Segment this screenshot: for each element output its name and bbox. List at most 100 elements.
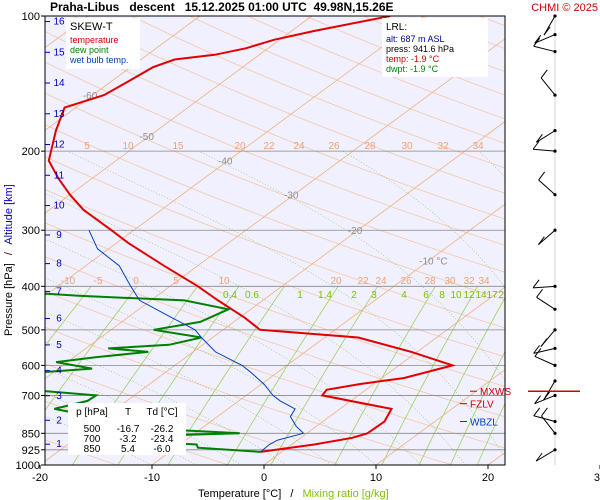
adiabat-label: -5	[94, 276, 103, 287]
wind-barb	[534, 393, 557, 405]
dry-adiabat-line	[537, 16, 600, 465]
lrl-line: temp: -1.9 °C	[386, 54, 440, 64]
isotherm-line	[151, 203, 505, 465]
adiabat-label: 24	[293, 141, 305, 152]
temperature-line	[47, 16, 457, 453]
wind-barb-feather	[543, 391, 551, 401]
wind-barb-staff	[540, 77, 556, 96]
temperature-tick-label: 30	[594, 472, 600, 484]
lrl-line: alt: 687 m ASL	[386, 34, 445, 44]
mixing-ratio-label: 17	[486, 290, 498, 301]
isotherm-label: -50	[139, 132, 154, 143]
adiabat-label: 10	[122, 141, 134, 152]
altitude-tick-label: 5	[56, 340, 62, 351]
mixing-ratio-label: 2	[351, 290, 357, 301]
adiabat-label: 0	[133, 276, 139, 287]
y-axis-label-line: Pressure [hPa] / Altitude [km]	[3, 184, 15, 336]
altitude-tick-label: 8	[56, 259, 62, 270]
wind-barb-staff	[533, 285, 556, 289]
dry-adiabat-line	[45, 30, 505, 220]
altitude-tick-label: 9	[56, 230, 62, 241]
adiabat-label: 34	[478, 276, 490, 287]
copyright: CHMI © 2025	[531, 2, 598, 14]
chart-title: Praha-Libus descent 15.12.2025 01:00 UTC…	[50, 0, 394, 14]
moist-adiabat-line	[45, 238, 422, 465]
adiabat-label: 22	[263, 141, 275, 152]
mixing-ratio-label: 1	[297, 290, 303, 301]
lrl-line: press: 941.6 hPa	[386, 44, 454, 54]
table-cell: -6.0	[153, 444, 171, 455]
table-cell: 5.4	[121, 444, 135, 455]
adiabat-label: 22	[357, 276, 369, 287]
wind-barb-staff	[536, 130, 556, 143]
mixing-ratio-label: 4	[401, 290, 407, 301]
moist-adiabat-line	[45, 368, 242, 465]
wind-barb	[543, 14, 557, 36]
wind-barb-feather	[533, 407, 541, 417]
wind-barb-feather	[537, 236, 545, 245]
adiabat-label: 30	[401, 141, 413, 152]
wind-barb-staff	[536, 296, 556, 310]
wind-barb	[532, 140, 557, 153]
pressure-tick-label: 500	[22, 325, 40, 337]
wind-barb	[540, 328, 557, 348]
table-header: p [hPa]	[76, 407, 108, 418]
altitude-tick-label: 10	[53, 201, 65, 212]
adiabat-label: 10	[218, 276, 230, 287]
wind-barb-staff	[541, 415, 556, 434]
table-cell: 850	[84, 444, 101, 455]
wind-barb-staff	[535, 449, 556, 462]
wind-barb-feather	[534, 348, 542, 357]
isotherm-label: -10 °C	[419, 256, 447, 267]
adiabat-label: 20	[330, 276, 342, 287]
isotherm-label: -60	[83, 91, 98, 102]
isotherm-label: -30	[284, 191, 299, 202]
wind-barb-feather	[541, 407, 548, 417]
x-axis-label-mixing: Mixing ratio [g/kg]	[302, 488, 388, 500]
mixing-ratio-line	[582, 286, 600, 465]
mixing-ratio-label: 8	[439, 290, 445, 301]
temperature-tick-label: 20	[482, 472, 494, 484]
isotherm-line	[45, 121, 505, 462]
adiabat-label: 34	[472, 141, 484, 152]
wind-barb-feather	[533, 345, 540, 354]
adiabat-label: 24	[375, 276, 387, 287]
wind-barb	[535, 448, 557, 462]
wet-bulb-temp-line	[88, 229, 305, 453]
lrl-box	[382, 18, 488, 77]
adiabat-label: 26	[400, 276, 412, 287]
wind-barb-feather	[543, 26, 551, 36]
table-cell: -3.2	[119, 434, 137, 445]
adiabat-label: 28	[364, 141, 376, 152]
isotherm-line	[45, 16, 201, 131]
mixing-ratio-label: 12	[463, 290, 475, 301]
pressure-tick-label: 200	[22, 146, 40, 158]
pressure-tick-label: 100	[22, 11, 40, 23]
x-axis-label-separator: /	[290, 488, 294, 500]
adiabat-label: 30	[444, 276, 456, 287]
isotherm-line	[45, 16, 313, 214]
wind-barb-feather	[532, 279, 540, 289]
isotherm-line	[375, 369, 505, 465]
wind-barb-feather	[534, 34, 542, 44]
wind-barb-feather	[540, 338, 548, 347]
table-header: Td [°C]	[146, 407, 177, 418]
altitude-tick-label: 13	[53, 109, 65, 120]
table-cell: 500	[84, 424, 101, 435]
lrl-line: dwpt: -1.9 °C	[386, 64, 439, 74]
data-table: p [hPa] T Td [°C] 500 -16.7 -26.2 700 -3.2 -23.4…	[68, 403, 186, 455]
pressure-tick-label: 700	[22, 390, 40, 402]
wind-barb	[536, 289, 557, 311]
altitude-tick-label: 7	[56, 286, 62, 297]
temperature-tick-label: -10	[144, 472, 160, 484]
mixing-ratio-label: 10	[450, 290, 462, 301]
adiabat-label: 5	[173, 276, 179, 287]
mixing-ratio-label: 6	[423, 290, 429, 301]
adiabat-label: 28	[424, 276, 436, 287]
isotherm-line	[45, 16, 425, 297]
mixing-ratio-line	[541, 286, 600, 465]
pressure-tick-label: 850	[22, 428, 40, 440]
mixing-ratio-label: 20	[498, 290, 510, 301]
mixing-ratio-line	[512, 286, 595, 465]
